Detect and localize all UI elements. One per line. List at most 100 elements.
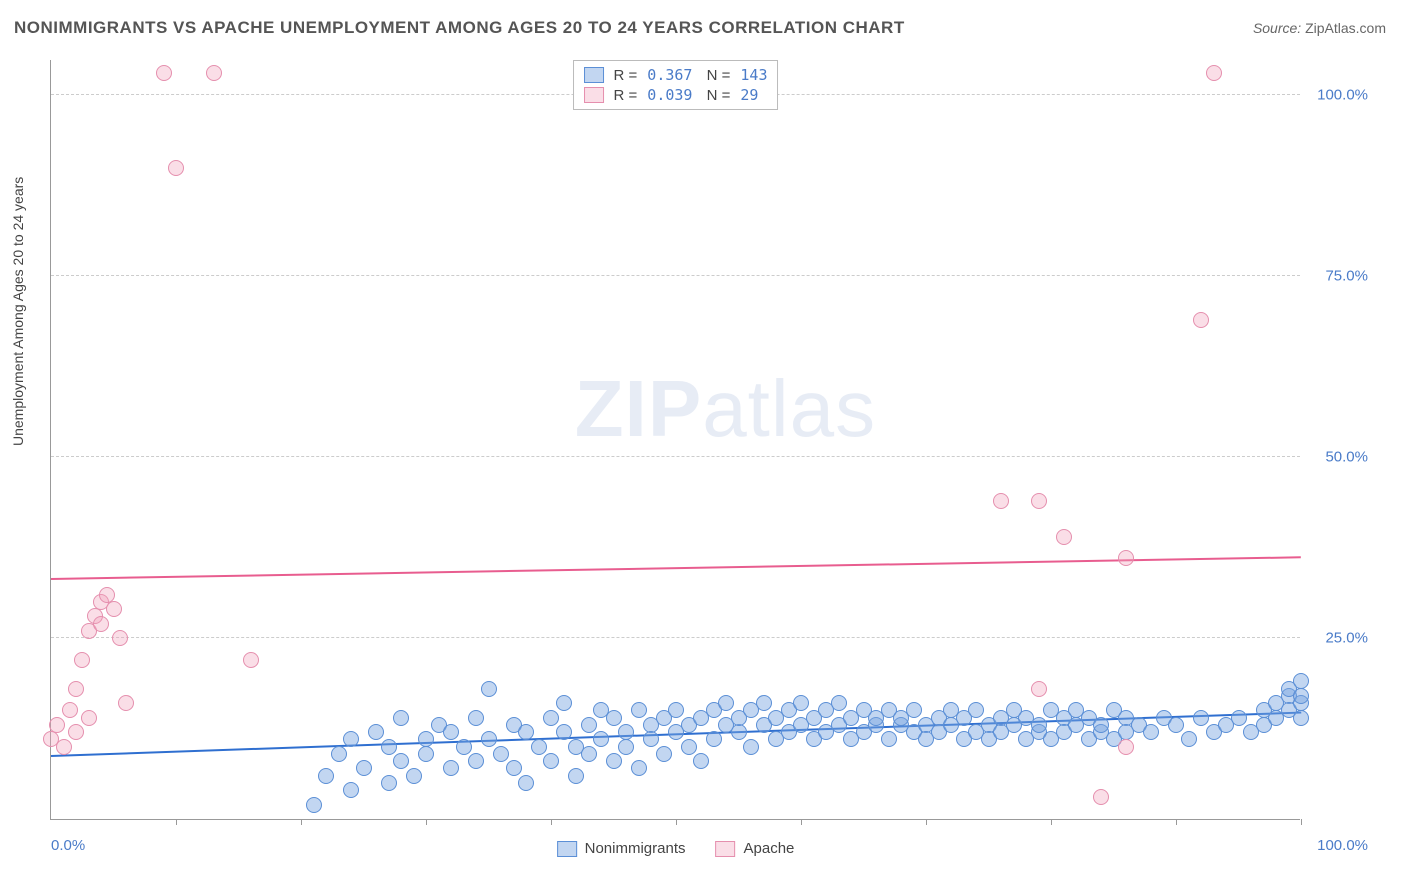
- gridline: [51, 637, 1300, 638]
- data-point: [543, 753, 559, 769]
- data-point: [581, 746, 597, 762]
- data-point: [481, 681, 497, 697]
- legend-label: Nonimmigrants: [585, 840, 686, 857]
- data-point: [606, 753, 622, 769]
- data-point: [968, 702, 984, 718]
- data-point: [56, 739, 72, 755]
- legend-stats-row: R = 0.367 N = 143: [584, 65, 768, 85]
- data-point: [118, 695, 134, 711]
- data-point: [731, 724, 747, 740]
- data-point: [81, 710, 97, 726]
- y-tick-label: 50.0%: [1325, 449, 1368, 466]
- data-point: [631, 760, 647, 776]
- data-point: [1193, 710, 1209, 726]
- legend-item: Apache: [716, 840, 795, 857]
- data-point: [1293, 688, 1309, 704]
- data-point: [331, 746, 347, 762]
- data-point: [618, 739, 634, 755]
- data-point: [368, 724, 384, 740]
- legend-n-value: 29: [740, 86, 758, 104]
- watermark-bold: ZIP: [575, 364, 702, 453]
- x-tick-max: 100.0%: [1317, 837, 1368, 854]
- trendline: [51, 556, 1301, 580]
- data-point: [93, 616, 109, 632]
- data-point: [1118, 739, 1134, 755]
- data-point: [456, 739, 472, 755]
- data-point: [1231, 710, 1247, 726]
- data-point: [506, 760, 522, 776]
- data-point: [656, 746, 672, 762]
- data-point: [681, 739, 697, 755]
- source-attribution: Source: ZipAtlas.com: [1253, 20, 1386, 36]
- x-tick-mark: [1176, 819, 1177, 825]
- legend-swatch: [584, 67, 604, 83]
- data-point: [531, 739, 547, 755]
- data-point: [631, 702, 647, 718]
- data-point: [381, 775, 397, 791]
- data-point: [556, 724, 572, 740]
- legend-r-value: 0.039: [647, 86, 692, 104]
- data-point: [756, 695, 772, 711]
- data-point: [568, 768, 584, 784]
- data-point: [593, 731, 609, 747]
- data-point: [168, 160, 184, 176]
- data-point: [418, 746, 434, 762]
- scatter-chart: ZIPatlas R = 0.367 N = 143 R = 0.039 N =…: [50, 60, 1300, 820]
- data-point: [1293, 673, 1309, 689]
- data-point: [831, 695, 847, 711]
- legend-item: Nonimmigrants: [557, 840, 686, 857]
- chart-title: NONIMMIGRANTS VS APACHE UNEMPLOYMENT AMO…: [14, 18, 905, 38]
- data-point: [1143, 724, 1159, 740]
- data-point: [443, 724, 459, 740]
- y-tick-label: 75.0%: [1325, 268, 1368, 285]
- data-point: [581, 717, 597, 733]
- data-point: [518, 724, 534, 740]
- legend-n-value: 143: [740, 66, 767, 84]
- x-tick-mark: [176, 819, 177, 825]
- data-point: [1031, 493, 1047, 509]
- x-tick-min: 0.0%: [51, 837, 85, 854]
- legend-stats: R = 0.367 N = 143 R = 0.039 N = 29: [573, 60, 779, 110]
- data-point: [1168, 717, 1184, 733]
- y-tick-label: 25.0%: [1325, 630, 1368, 647]
- x-tick-mark: [1051, 819, 1052, 825]
- data-point: [493, 746, 509, 762]
- gridline: [51, 275, 1300, 276]
- data-point: [381, 739, 397, 755]
- data-point: [1093, 789, 1109, 805]
- data-point: [518, 775, 534, 791]
- data-point: [62, 702, 78, 718]
- y-axis-label: Unemployment Among Ages 20 to 24 years: [10, 177, 26, 446]
- data-point: [343, 782, 359, 798]
- legend-label: Apache: [744, 840, 795, 857]
- y-tick-label: 100.0%: [1317, 87, 1368, 104]
- legend-series: Nonimmigrants Apache: [557, 840, 795, 857]
- data-point: [881, 731, 897, 747]
- data-point: [356, 760, 372, 776]
- data-point: [68, 681, 84, 697]
- data-point: [1118, 550, 1134, 566]
- x-tick-mark: [1301, 819, 1302, 825]
- legend-stats-row: R = 0.039 N = 29: [584, 85, 768, 105]
- data-point: [993, 493, 1009, 509]
- watermark-rest: atlas: [702, 364, 876, 453]
- data-point: [906, 702, 922, 718]
- data-point: [112, 630, 128, 646]
- x-tick-mark: [301, 819, 302, 825]
- x-tick-mark: [926, 819, 927, 825]
- data-point: [693, 753, 709, 769]
- data-point: [393, 753, 409, 769]
- data-point: [318, 768, 334, 784]
- watermark: ZIPatlas: [575, 363, 876, 455]
- legend-swatch: [716, 841, 736, 857]
- data-point: [243, 652, 259, 668]
- data-point: [443, 760, 459, 776]
- data-point: [1181, 731, 1197, 747]
- data-point: [793, 695, 809, 711]
- data-point: [668, 702, 684, 718]
- data-point: [1206, 65, 1222, 81]
- data-point: [1056, 529, 1072, 545]
- data-point: [406, 768, 422, 784]
- data-point: [706, 731, 722, 747]
- data-point: [606, 710, 622, 726]
